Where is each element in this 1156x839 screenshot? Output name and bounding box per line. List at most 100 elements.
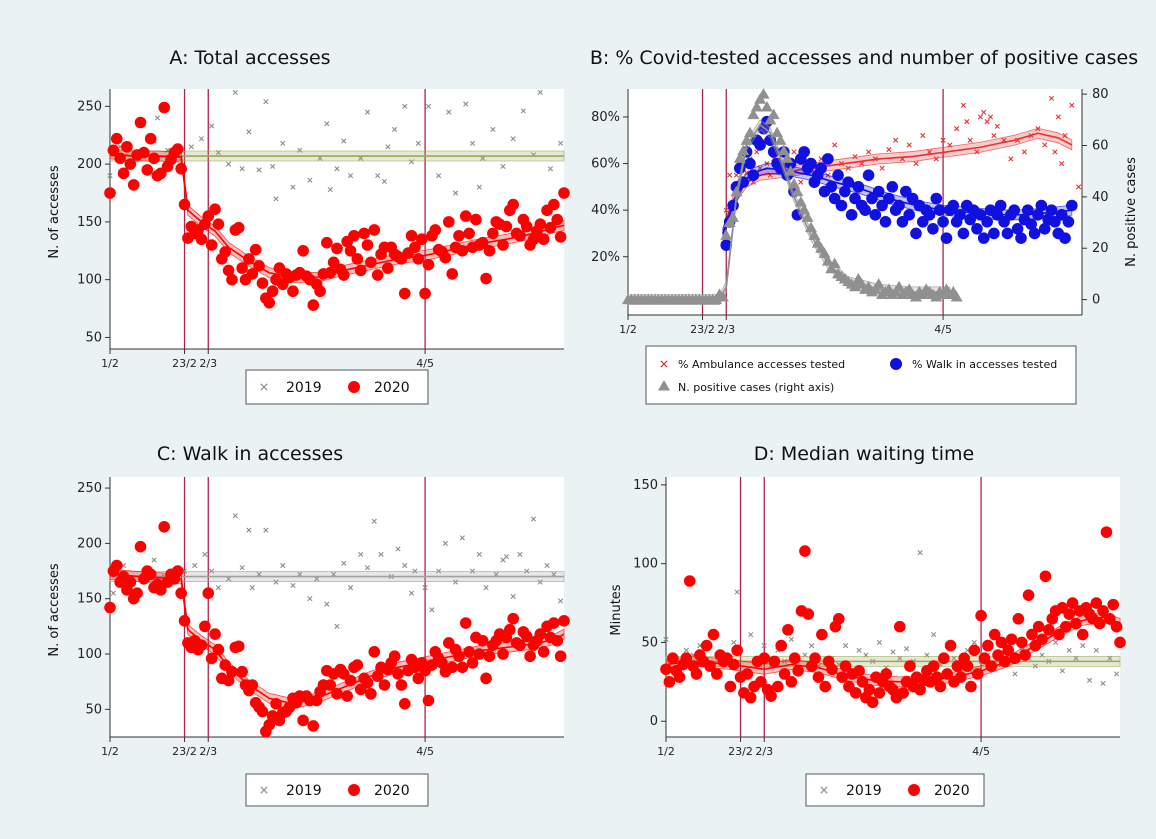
panel-B-point [832, 169, 844, 182]
panel-D-point [856, 647, 862, 653]
panel-A-point [368, 224, 381, 236]
panel-B-point [774, 134, 787, 145]
panel-B-point [835, 199, 848, 212]
panel-C-point [378, 551, 384, 558]
panel-A-point [558, 187, 570, 199]
panel-A-point [331, 242, 343, 255]
panel-A-point [324, 121, 330, 127]
panel-B-point [747, 108, 760, 120]
panel-C-point [510, 593, 516, 600]
panel-B-point [1048, 95, 1055, 101]
panel-B-y-tick-label: 60% [591, 157, 620, 172]
panel-B-point [927, 222, 939, 235]
panel-B-point [974, 149, 980, 155]
panel-D-point [792, 665, 804, 677]
panel-A-point [222, 264, 235, 277]
panel-C-point [151, 557, 157, 563]
panel-C-point [215, 585, 222, 591]
panel-C-x-tick-label: 23/2 [172, 745, 197, 758]
panel-A-point [422, 258, 435, 271]
panel-C-point [209, 568, 215, 574]
panel-C-point [239, 565, 245, 571]
panel-B-point [923, 209, 936, 221]
panel-C-point [307, 596, 313, 602]
panel-B-point [798, 179, 804, 185]
panel-A-point [344, 244, 357, 257]
panel-C-y-tick-label: 50 [85, 702, 102, 717]
panel-A-point [480, 272, 492, 285]
panel-A-point [209, 203, 221, 215]
panel-C-point [551, 634, 564, 647]
panel-A-point [371, 269, 384, 281]
panel-C-legend-label-2019: 2019 [286, 783, 322, 799]
panel-C-y-tick-label: 150 [77, 592, 102, 607]
panel-B-point [984, 119, 990, 125]
panel-A-point [341, 138, 347, 144]
panel-D-point [931, 631, 937, 638]
panel-C-point [503, 554, 509, 560]
panel-D-point [866, 696, 879, 709]
panel-A-point [232, 89, 238, 96]
panel-D-point [755, 676, 767, 688]
panel-C-point [202, 551, 208, 558]
panel-B-point [1076, 184, 1082, 190]
panel-D-point [741, 668, 754, 680]
panel-C-point [124, 576, 137, 588]
panel-A-point [158, 101, 171, 114]
panel-C-point [392, 668, 404, 680]
panel-C-point [297, 714, 309, 727]
panel-C-point [334, 623, 340, 629]
panel-B-point [744, 157, 756, 170]
panel-C-point [273, 579, 279, 585]
panel-B-point [727, 211, 740, 222]
panel-A-point [334, 166, 340, 172]
panel-D-point [944, 639, 957, 652]
panel-D-point [1086, 677, 1093, 683]
panel-C-point [246, 527, 252, 533]
panel-A-point [446, 109, 452, 115]
panel-A-point [436, 173, 442, 179]
panel-C-point [199, 620, 211, 633]
panel-C-point [347, 585, 354, 591]
panel-C-point [412, 568, 418, 574]
panel-A-point [452, 190, 459, 196]
panel-C-point [459, 535, 465, 541]
panel-C-point [280, 562, 286, 569]
panel-C-point [524, 650, 536, 663]
panel-A-point [405, 229, 418, 242]
panel-A-point [392, 126, 398, 133]
panel-B-point [940, 232, 953, 244]
panel-A-point [246, 129, 252, 135]
panel-D-point [802, 608, 815, 620]
panel-B-point [1021, 204, 1034, 216]
panel-A-fit-line [109, 152, 565, 279]
panel-D-point [666, 652, 679, 665]
panel-C-title: C: Walk in accesses [157, 443, 343, 465]
panel-C-point [158, 520, 171, 533]
panel-B-y-tick-label-right: 60 [1092, 139, 1109, 154]
panel-B-point [777, 144, 790, 156]
panel-A-point [419, 287, 431, 300]
panel-A-point [327, 186, 333, 193]
panel-A-point [307, 177, 313, 183]
panel-C-point [483, 585, 489, 591]
panel-D-point [1053, 639, 1059, 646]
panel-B-point [781, 152, 794, 163]
panel-D-legend-marker-2020 [908, 784, 920, 796]
panel-C-point [232, 513, 238, 519]
panel-B-point [720, 239, 733, 251]
panel-D-point [975, 609, 987, 622]
panel-B-point [971, 222, 983, 235]
panel-B-point [1059, 160, 1065, 167]
panel-A-point [358, 155, 364, 161]
panel-D-point [809, 643, 815, 649]
panel-B-point [1011, 222, 1024, 235]
panel-B-series-1 [720, 115, 1078, 251]
panel-C-point [429, 607, 435, 613]
panel-A-point [175, 162, 187, 175]
panel-C-point [307, 720, 320, 732]
panel-B-point [1015, 232, 1027, 244]
panel-D-point [842, 643, 849, 649]
panel-C-point [110, 559, 123, 572]
panel-B-point [852, 153, 858, 160]
